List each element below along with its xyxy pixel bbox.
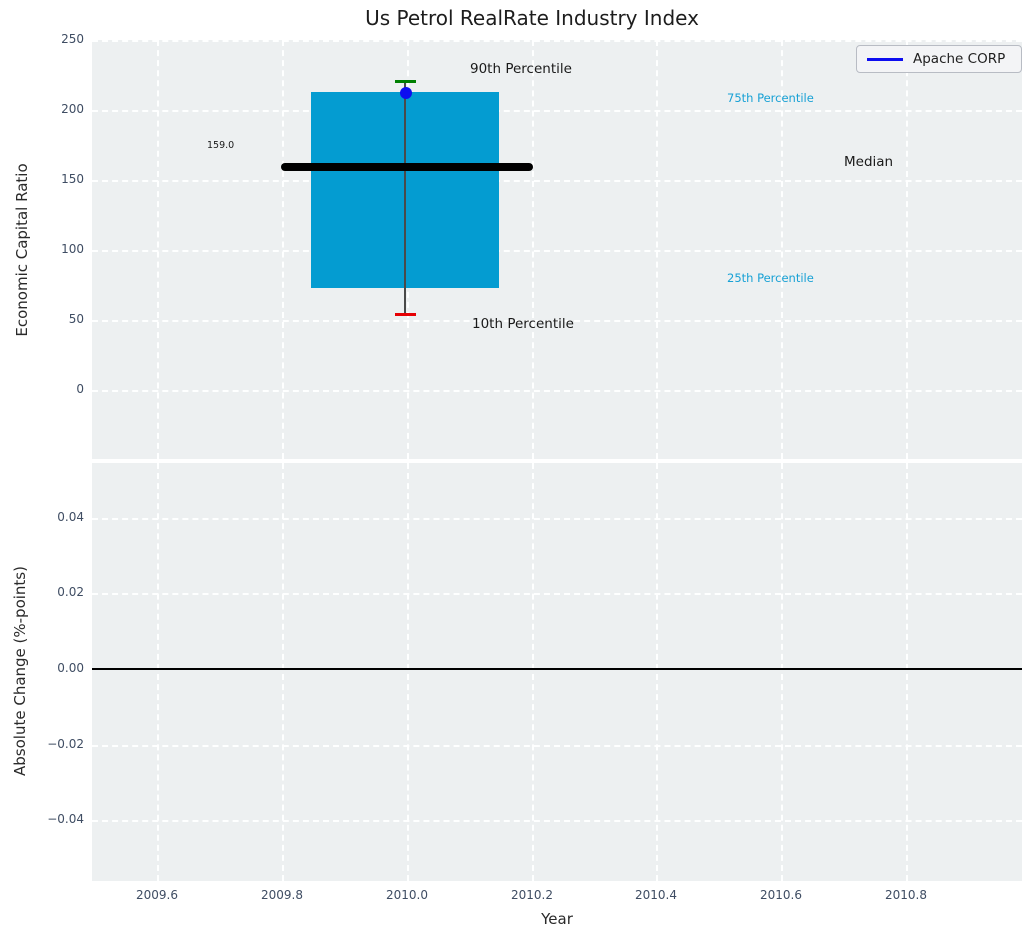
top-axes: 90th Percentile 159.0 75th Percentile Me… [92, 40, 1022, 459]
gridline [157, 40, 159, 459]
apache-corp-marker [400, 87, 412, 99]
xtick-2010-0: 2010.0 [386, 888, 428, 902]
gridline [532, 463, 534, 881]
top-ytick-0: 0 [76, 382, 84, 396]
whisker-line [404, 81, 406, 315]
bottom-ytick-n004: −0.04 [47, 812, 84, 826]
top-ytick-200: 200 [61, 102, 84, 116]
cap-90th-percentile [395, 80, 416, 83]
gridline [656, 463, 658, 881]
annotation-25th-percentile: 25th Percentile [727, 271, 814, 285]
bottom-ytick-004: 0.04 [57, 510, 84, 524]
gridline [282, 463, 284, 881]
xtick-2010-8: 2010.8 [885, 888, 927, 902]
gridline [282, 40, 284, 459]
top-y-axis-label: Economic Capital Ratio [13, 163, 31, 337]
bottom-axes [92, 463, 1022, 881]
xtick-2009-6: 2009.6 [136, 888, 178, 902]
gridline [781, 463, 783, 881]
bottom-y-axis-label: Absolute Change (%-points) [11, 566, 29, 776]
chart-title: Us Petrol RealRate Industry Index [365, 6, 699, 30]
xtick-2009-8: 2009.8 [261, 888, 303, 902]
annotation-median: Median [844, 154, 894, 170]
legend-label: Apache CORP [913, 51, 1006, 67]
top-ytick-100: 100 [61, 242, 84, 256]
bottom-ytick-000: 0.00 [57, 661, 84, 675]
gridline [92, 180, 1022, 182]
annotation-90th-percentile: 90th Percentile [470, 61, 572, 77]
xtick-2010-2: 2010.2 [511, 888, 553, 902]
annotation-75th-percentile: 75th Percentile [727, 91, 814, 105]
gridline [407, 463, 409, 881]
xtick-2010-6: 2010.6 [760, 888, 802, 902]
gridline [656, 40, 658, 459]
cap-10th-percentile [395, 313, 416, 316]
bottom-ytick-n002: −0.02 [47, 737, 84, 751]
xtick-2010-4: 2010.4 [635, 888, 677, 902]
gridline [92, 250, 1022, 252]
bottom-ytick-002: 0.02 [57, 585, 84, 599]
top-ytick-50: 50 [68, 312, 84, 326]
gridline [906, 40, 908, 459]
median-line [281, 163, 533, 171]
gridline [92, 518, 1022, 520]
gridline [92, 40, 1022, 42]
annotation-10th-percentile: 10th Percentile [472, 316, 574, 332]
gridline [92, 820, 1022, 822]
gridline [906, 463, 908, 881]
annotation-median-value: 159.0 [207, 140, 235, 151]
legend-line-sample [867, 57, 903, 61]
top-ytick-250: 250 [61, 32, 84, 46]
gridline [92, 110, 1022, 112]
gridline [92, 390, 1022, 392]
gridline [92, 745, 1022, 747]
gridline [92, 593, 1022, 595]
x-axis-label: Year [541, 910, 573, 928]
zero-reference-line [92, 668, 1022, 670]
legend: Apache CORP [856, 45, 1022, 73]
top-ytick-150: 150 [61, 172, 84, 186]
gridline [532, 40, 534, 459]
gridline [157, 463, 159, 881]
